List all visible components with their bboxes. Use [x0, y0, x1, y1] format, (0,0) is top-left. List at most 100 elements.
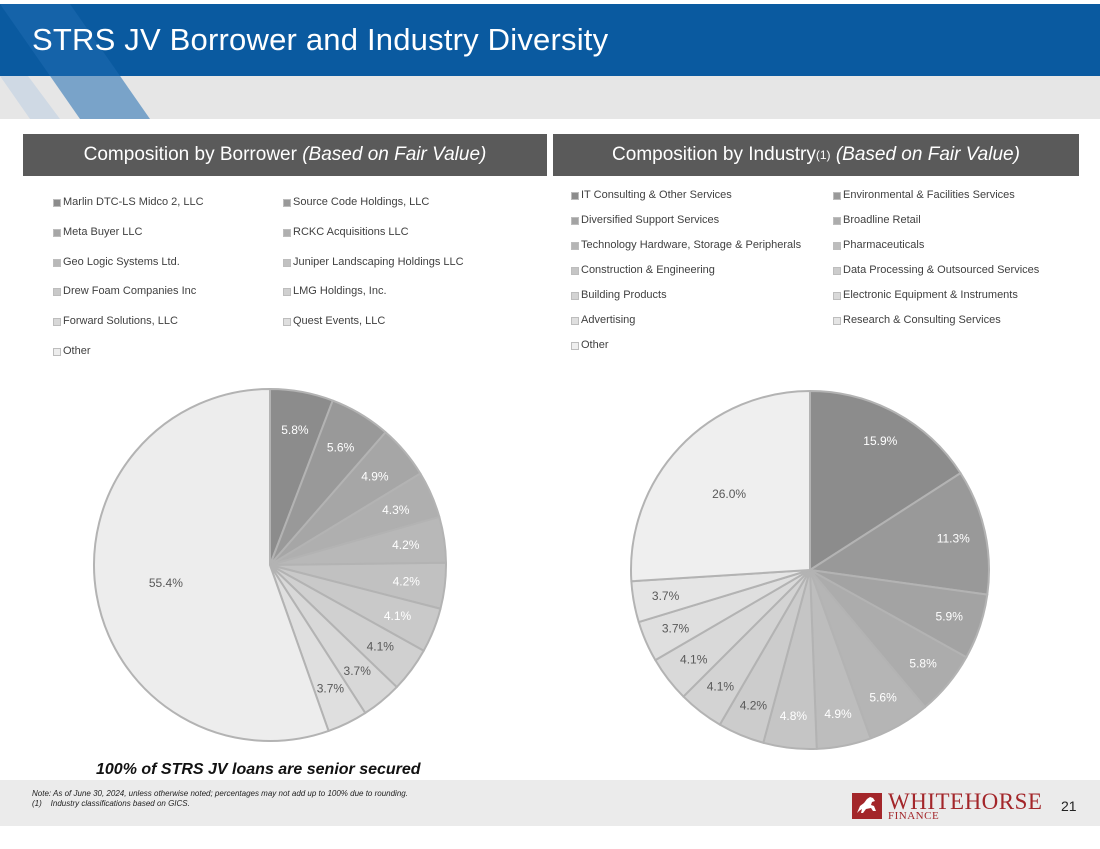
- borrower-legend: Marlin DTC-LS Midco 2, LLC Source Code Ho…: [53, 196, 513, 375]
- legend-label: Technology Hardware, Storage & Periphera…: [581, 239, 802, 251]
- legend-label: Quest Events, LLC: [293, 315, 386, 328]
- footnote-gics: (1) Industry classifications based on GI…: [32, 799, 190, 808]
- industry-legend-item: Electronic Equipment & Instruments: [833, 289, 1095, 314]
- page-title: STRS JV Borrower and Industry Diversity: [32, 22, 609, 57]
- legend-swatch: [283, 199, 291, 207]
- pie-data-label: 11.3%: [937, 531, 970, 545]
- borrower-legend-item: RCKC Acquisitions LLC: [283, 226, 513, 256]
- legend-swatch: [833, 192, 841, 200]
- industry-legend-item: Environmental & Facilities Services: [833, 189, 1095, 214]
- industry-panel-header: Composition by Industry (1) (Based on Fai…: [553, 134, 1079, 176]
- legend-swatch: [283, 228, 291, 237]
- legend-label: Other: [63, 344, 91, 357]
- pie-data-label: 5.8%: [281, 423, 309, 437]
- borrower-legend-item: Other: [53, 345, 283, 375]
- legend-label: Electronic Equipment & Instruments: [843, 289, 1018, 301]
- pie-data-label: 3.7%: [317, 681, 345, 695]
- pie-data-label: 4.9%: [361, 470, 389, 484]
- pie-data-label: 4.1%: [707, 679, 735, 693]
- industry-pie: 15.9% 11.3% 5.9% 5.8% 5.6% 4.9% 4.8% 4.2% 4.1% 4.…: [629, 390, 990, 750]
- pie-data-label: 5.9%: [936, 610, 964, 624]
- borrower-legend-item: Juniper Landscaping Holdings LLC: [283, 256, 513, 286]
- legend-swatch: [571, 317, 579, 325]
- industry-legend-item: Building Products: [571, 289, 833, 314]
- legend-swatch: [53, 199, 61, 207]
- footer-band: [0, 780, 1100, 826]
- legend-swatch: [53, 228, 61, 237]
- borrower-panel-subtitle: (Based on Fair Value): [302, 144, 487, 165]
- legend-swatch: [571, 192, 579, 200]
- legend-swatch: [833, 317, 841, 325]
- legend-swatch: [571, 217, 579, 225]
- borrower-legend-item: Forward Solutions, LLC: [53, 315, 283, 345]
- borrower-legend-item: Geo Logic Systems Ltd.: [53, 256, 283, 286]
- legend-swatch: [571, 267, 579, 275]
- borrower-legend-item: Meta Buyer LLC: [53, 226, 283, 256]
- footnotes: Note: As of June 30, 2024, unless otherw…: [32, 789, 408, 809]
- pie-slice: [93, 388, 330, 742]
- pie-data-label: 5.8%: [909, 657, 937, 671]
- legend-swatch: [833, 267, 841, 275]
- pie-data-label: 5.6%: [869, 690, 897, 704]
- logo-name: WHITEHORSE: [888, 789, 1043, 814]
- legend-label: RCKC Acquisitions LLC: [293, 225, 409, 238]
- legend-label: Construction & Engineering: [581, 264, 715, 276]
- legend-swatch: [53, 258, 61, 267]
- industry-legend-item: Research & Consulting Services: [833, 314, 1095, 339]
- horse-logo-icon: [852, 793, 882, 819]
- industry-legend-item: Other: [571, 339, 833, 364]
- legend-label: Advertising: [581, 314, 636, 326]
- pie-data-label: 3.7%: [652, 589, 680, 603]
- senior-secured-note: 100% of STRS JV loans are senior secured: [96, 761, 421, 778]
- legend-label: Broadline Retail: [843, 214, 921, 226]
- header-accent-shape: [0, 4, 150, 119]
- borrower-pie: 5.8% 5.6% 4.9% 4.3% 4.2% 4.2% 4.1% 4.1% 3.7% 3.7%…: [93, 388, 447, 742]
- legend-swatch: [283, 258, 291, 267]
- borrower-legend-item: Source Code Holdings, LLC: [283, 196, 513, 226]
- pie-slice: [809, 390, 962, 571]
- legend-label: Source Code Holdings, LLC: [293, 196, 430, 208]
- legend-swatch: [833, 217, 841, 225]
- industry-legend-item: IT Consulting & Other Services: [571, 189, 833, 214]
- legend-label: Other: [581, 339, 609, 351]
- industry-panel-subtitle: (Based on Fair Value): [830, 144, 1020, 165]
- legend-label: Environmental & Facilities Services: [843, 189, 1015, 201]
- industry-legend-item: Construction & Engineering: [571, 264, 833, 289]
- pie-data-label: 15.9%: [863, 434, 897, 448]
- industry-footnote-ref: (1): [815, 148, 831, 162]
- pie-data-label: 55.4%: [149, 576, 183, 590]
- pie-data-label: 4.2%: [393, 574, 421, 588]
- legend-swatch: [283, 318, 291, 327]
- borrower-panel-title: Composition by Borrower: [83, 144, 303, 165]
- pie-charts: 5.8% 5.6% 4.9% 4.3% 4.2% 4.2% 4.1% 4.1% 3.7% 3.7%…: [93, 388, 990, 750]
- legend-label: Drew Foam Companies Inc: [63, 285, 197, 298]
- legend-swatch: [283, 288, 291, 297]
- pie-data-label: 5.6%: [327, 440, 355, 454]
- pie-data-label: 3.7%: [344, 664, 372, 678]
- legend-label: Forward Solutions, LLC: [63, 315, 178, 328]
- pie-data-label: 26.0%: [712, 487, 746, 501]
- pie-data-label: 4.1%: [367, 640, 395, 654]
- pie-data-label: 4.2%: [740, 698, 768, 712]
- legend-label: LMG Holdings, Inc.: [293, 285, 387, 298]
- borrower-legend-item: LMG Holdings, Inc.: [283, 285, 513, 315]
- industry-legend-item: Diversified Support Services: [571, 214, 833, 239]
- borrower-legend-item: Quest Events, LLC: [283, 315, 513, 345]
- pie-data-label: 4.3%: [382, 503, 410, 517]
- legend-label: Data Processing & Outsourced Services: [843, 264, 1040, 276]
- pie-data-label: 4.2%: [392, 538, 420, 552]
- legend-swatch: [53, 288, 61, 297]
- page-number: 21: [1061, 798, 1077, 814]
- industry-legend: IT Consulting & Other Services Environmen…: [571, 189, 1095, 364]
- pie-slice: [629, 390, 811, 583]
- legend-swatch: [833, 292, 841, 300]
- legend-label: Juniper Landscaping Holdings LLC: [293, 255, 464, 268]
- industry-legend-item: Pharmaceuticals: [833, 239, 1095, 264]
- legend-label: Research & Consulting Services: [843, 314, 1001, 326]
- legend-label: IT Consulting & Other Services: [581, 189, 732, 201]
- legend-swatch: [53, 347, 61, 356]
- legend-label: Geo Logic Systems Ltd.: [63, 255, 180, 268]
- industry-panel-title: Composition by Industry: [612, 144, 816, 165]
- borrower-legend-item: Drew Foam Companies Inc: [53, 285, 283, 315]
- legend-swatch: [571, 242, 579, 250]
